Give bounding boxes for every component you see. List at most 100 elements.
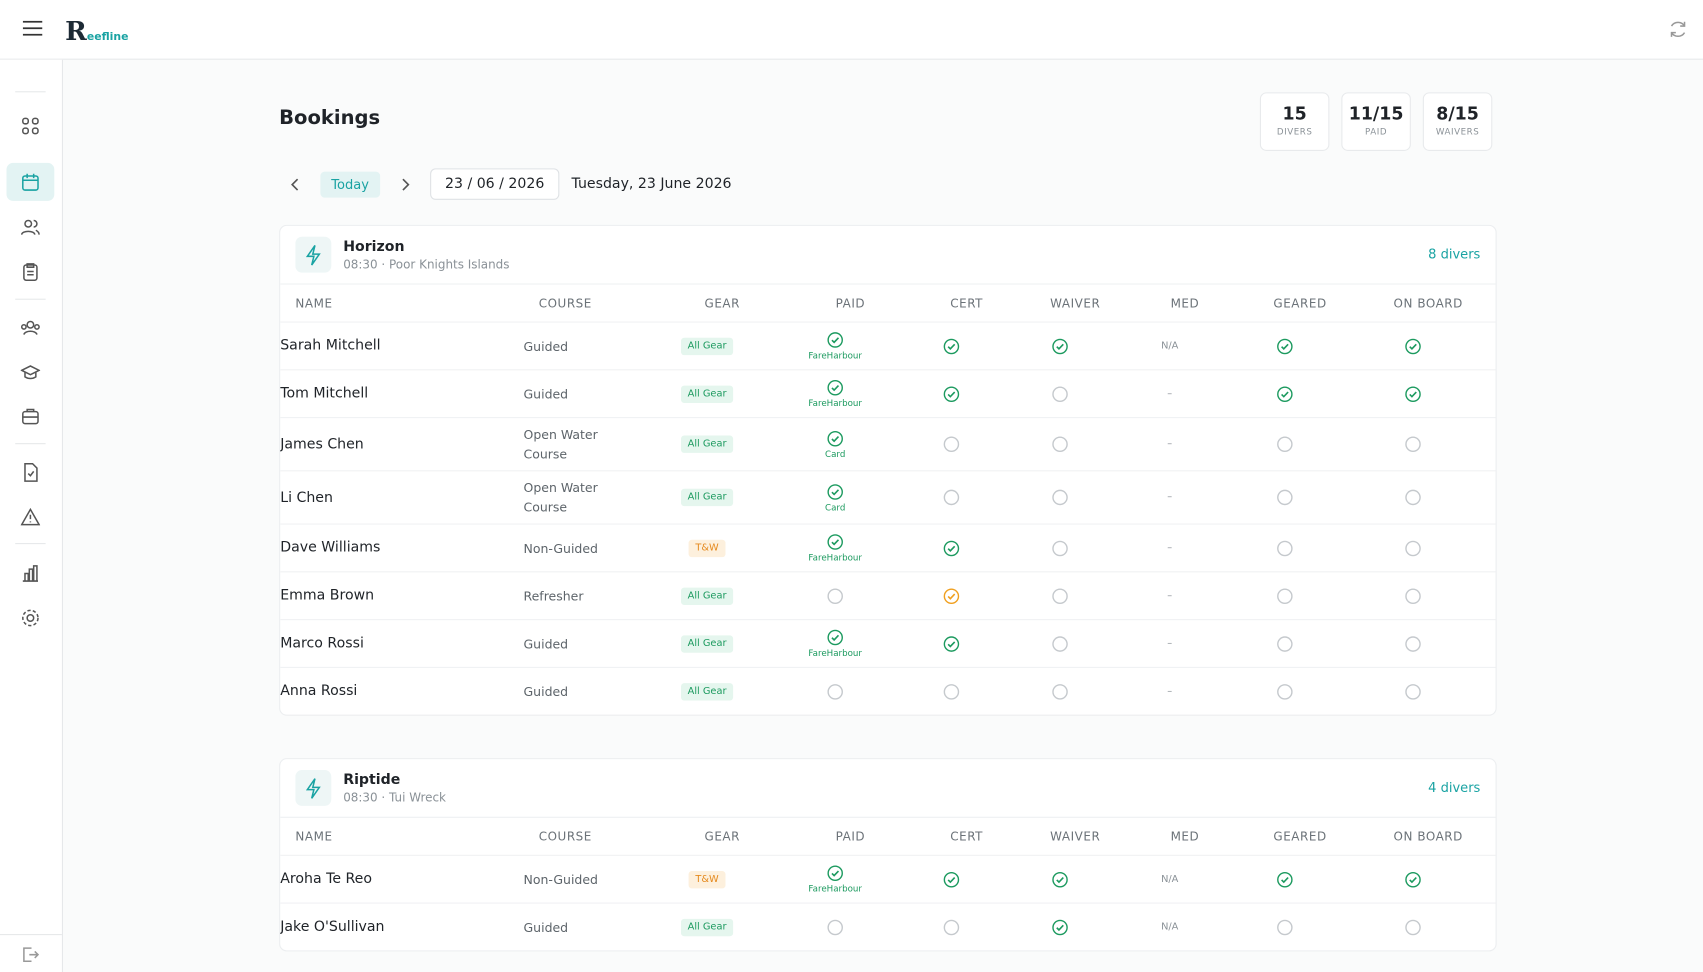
trip-name: Riptide [343,772,401,789]
diver-name: Emma Brown [280,587,375,604]
status-icon [1277,587,1293,604]
gear-badge: All Gear [681,488,733,507]
cell [762,918,908,935]
cell: Guided [524,384,652,404]
cell: N/A [1125,922,1214,933]
nav-reports[interactable] [21,564,41,584]
status-icon [1052,635,1068,652]
cell: Non-Guided [524,869,652,889]
gear-badge: All Gear [681,587,733,605]
payment-source: Card [825,449,846,459]
cell [908,539,995,556]
nav-bookings[interactable] [21,173,41,193]
cell [908,385,995,402]
booking-row[interactable]: Emma Brown Refresher All Gear – [280,571,1496,619]
payment-source: FareHarbour [808,648,863,659]
stat-label: DIVERS [1276,127,1313,137]
stat-card: 11/15 PAID [1341,92,1411,151]
trip-header: Horizon 08:30 · Poor Knights Islands 8 div… [280,226,1496,285]
nav-settings[interactable] [21,608,41,628]
today-button[interactable]: Today [320,171,380,198]
booking-row[interactable]: Marco Rossi Guided All Gear FareHarbour – [280,619,1496,667]
column-header: PAID [835,829,866,844]
trip-subtitle: 08:30 · Poor Knights Islands [343,257,510,272]
stat-card: 15 DIVERS [1259,92,1330,151]
logo[interactable]: Reefline [65,15,128,46]
logo-initial: R [65,15,87,47]
course: Guided [523,683,569,699]
logout-button[interactable] [21,945,41,965]
cell [1355,871,1470,888]
booking-row[interactable]: Tom Mitchell Guided All Gear FareHarbour – [280,369,1496,417]
cell: – [1125,590,1214,601]
column-header: ON BOARD [1393,295,1463,311]
nav-equipment[interactable] [21,406,41,426]
med-status: – [1167,685,1173,697]
nav-manifests[interactable] [21,262,41,282]
status-icon [827,865,843,881]
cell [1214,871,1355,888]
stat-label: WAIVERS [1435,127,1480,137]
booking-row[interactable]: Anna Rossi Guided All Gear – [280,666,1496,715]
status-icon [1405,587,1421,604]
course: Refresher [523,588,584,604]
cell: All Gear [652,337,763,355]
diver-count[interactable]: 8 divers [1428,246,1481,262]
gear-badge: All Gear [681,634,733,653]
med-status: – [1167,590,1173,602]
status-icon [827,483,843,500]
cell: N/A [1125,874,1214,885]
menu-button[interactable] [22,20,43,36]
cell: Aroha Te Reo [280,871,523,887]
cell [1214,918,1355,935]
cell: – [1125,492,1214,503]
course: Guided [523,338,569,354]
cell [1214,337,1355,354]
nav-dashboard[interactable] [21,116,41,136]
booking-row[interactable]: Dave Williams Non-Guided T&W FareHarbour – [280,523,1496,572]
trip-icon [295,236,332,273]
column-header: CERT [950,295,984,311]
nav-staff[interactable] [20,318,41,338]
booking-row[interactable]: James Chen Open Water Course All Gear Card – [280,417,1496,470]
cell [1214,587,1355,604]
status-icon [1052,540,1068,556]
payment-source: FareHarbour [808,552,863,563]
date-input[interactable]: 23 / 06 / 2026 [429,168,560,200]
cell: All Gear [652,435,763,453]
cell: Anna Rossi [280,683,523,699]
gear-badge: All Gear [681,682,733,700]
status-icon [1052,683,1068,700]
prev-day[interactable] [288,176,303,191]
cell: James Chen [280,436,523,452]
cell: FareHarbour [762,379,908,408]
booking-row[interactable]: Li Chen Open Water Course All Gear Card – [280,470,1496,523]
nav-courses[interactable] [20,363,41,383]
booking-row[interactable]: Aroha Te Reo Non-Guided T&W FareHarbour N/A [280,854,1496,903]
gear-badge: T&W [688,870,726,888]
diver-count[interactable]: 4 divers [1428,779,1481,796]
column-header: MED [1170,295,1200,311]
nav-customers[interactable] [20,217,41,237]
diver-name: Dave Williams [280,539,381,557]
status-icon [1052,338,1068,354]
booking-row[interactable]: Jake O'Sullivan Guided All Gear N/A [280,902,1496,951]
cell: – [1125,543,1214,554]
med-status: – [1167,542,1173,554]
column-header: MED [1170,829,1200,844]
column-header: PAID [835,295,866,311]
column-header: CERT [950,829,984,844]
next-day[interactable] [397,176,412,191]
cell: All Gear [652,682,763,700]
refresh-button[interactable] [1668,20,1688,40]
diver-name: James Chen [280,436,364,453]
booking-row[interactable]: Sarah Mitchell Guided All Gear FareHarbour N… [280,321,1496,369]
nav-documents[interactable] [21,463,41,483]
payment-source: Card [825,502,846,513]
cell [908,587,995,604]
nav-incidents[interactable] [20,507,41,527]
cell [908,436,995,453]
cell [1355,385,1470,402]
status-icon [1277,919,1293,935]
